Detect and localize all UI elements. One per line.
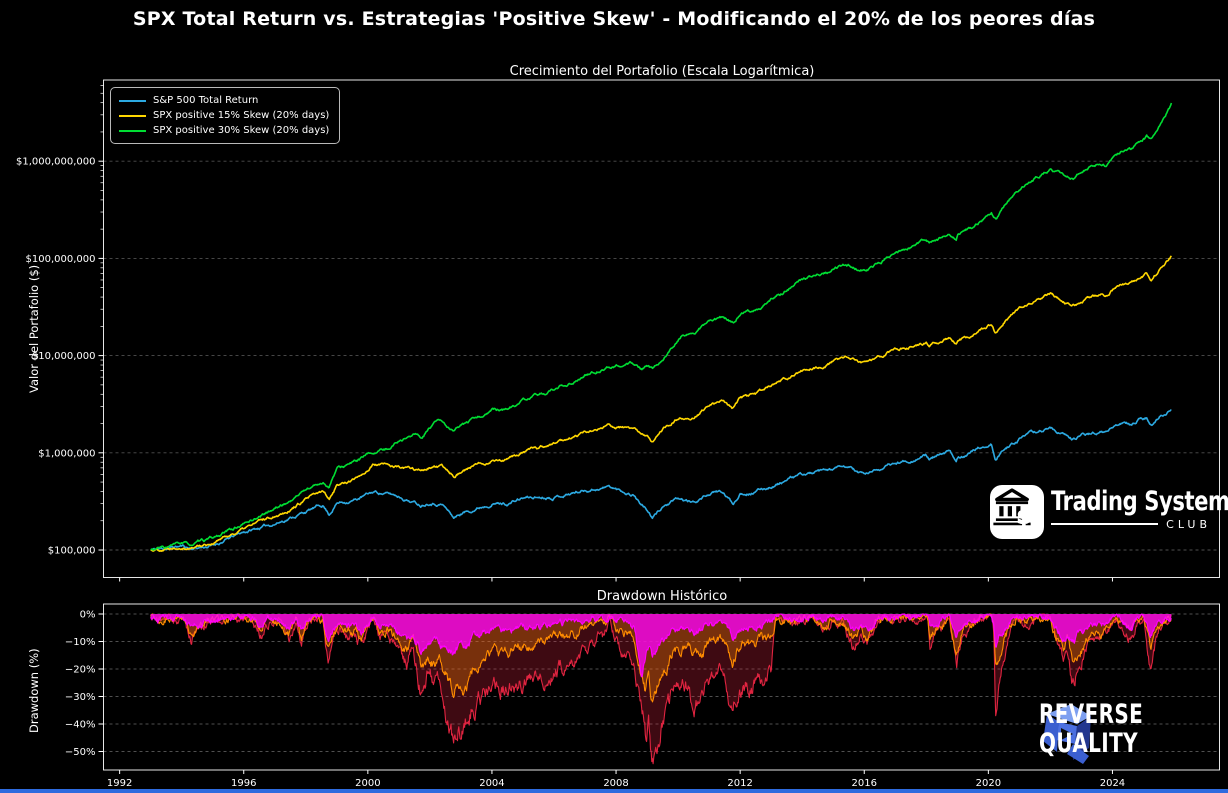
growth-chart-title: Crecimiento del Portafolio (Escala Logar… [509,64,815,79]
drawdown-line [150,613,1172,678]
x-tick-label: 2012 [727,778,752,789]
legend-item-skew15: SPX positive 15% Skew (20% days) [119,108,329,123]
series-line [150,102,1173,551]
reverse-text: REVERSE [1039,699,1144,730]
growth-y-tick-label: $1,000,000 [38,448,95,459]
drawdown-area [150,614,1172,764]
x-tick-label: 2000 [355,778,380,789]
series-line [150,255,1173,552]
quality-text: QUALITY [1039,728,1138,760]
folded-r-icon [1043,704,1091,764]
drawdown-y-tick-label: 0% [80,610,96,621]
growth-y-axis-label: Valor del Portafolio ($) [27,264,41,393]
x-tick-label: 1996 [231,778,256,789]
svg-text:$: $ [1017,507,1030,528]
legend-item-skew30: SPX positive 30% Skew (20% days) [119,123,329,138]
bottom-accent-bar [0,789,1228,793]
growth-y-axis: $1,000,000,000 $100,000,000 $10,000,000 $1,… [16,85,1113,582]
drawdown-chart-title: Drawdown Histórico [596,589,728,604]
drawdown-series [150,613,1172,765]
growth-y-tick-label: $100,000 [48,546,96,557]
growth-y-tick-label: $10,000,000 [32,351,96,362]
drawdown-line [150,613,1172,703]
sp500-line-swatch [119,99,146,102]
growth-y-tick-label: $100,000,000 [26,254,96,265]
series-line [150,409,1172,551]
trading-system-name: Trading System [1051,486,1228,517]
trading-system-logo-text: Trading System CLUB [1051,485,1228,531]
growth-y-tick-label: $1,000,000,000 [16,157,96,168]
drawdown-y-tick-label: −20% [65,665,96,676]
growth-series [150,102,1173,552]
x-tick-label: 2024 [1100,778,1125,789]
legend-item-sp500: S&P 500 Total Return [119,93,329,108]
legend-label-skew30: SPX positive 30% Skew (20% days) [153,125,330,136]
x-tick-label: 1992 [107,778,132,789]
drawdown-area [150,614,1172,677]
drawdown-y-tick-label: −30% [65,692,96,703]
legend-label-skew15: SPX positive 15% Skew (20% days) [153,110,330,121]
x-tick-label: 2004 [479,778,504,789]
reverse-quality-logo: REVERSE QUALITY [1033,700,1180,764]
growth-plot-frame [103,79,1220,578]
x-tick-label: 2008 [603,778,628,789]
skew30-line-swatch [119,129,146,132]
club-underline [1051,523,1159,526]
x-tick-label: 2016 [852,778,877,789]
skew15-line-swatch [119,114,146,117]
trading-system-club-row: CLUB [1051,518,1211,531]
drawdown-y-axis-label: Drawdown (%) [27,648,41,733]
trading-system-logo: $ Trading System CLUB [990,485,1228,539]
main-title: SPX Total Return vs. Estrategias 'Positi… [132,8,1096,30]
legend-label-sp500: S&P 500 Total Return [153,95,259,106]
drawdown-axes: 0% −10% −20% −30% −40% −50% 1992 1996 2000 2004 20… [65,610,1125,790]
trading-system-club-text: CLUB [1166,517,1211,531]
drawdown-y-tick-label: −50% [65,747,96,758]
drawdown-plot-frame [103,603,1220,771]
drawdown-y-tick-label: −40% [65,720,96,731]
growth-gridlines [103,160,1220,551]
reverse-quality-text: REVERSE QUALITY [1039,700,1143,758]
x-tick-label: 2020 [976,778,1001,789]
legend: S&P 500 Total Return SPX positive 15% Sk… [110,87,341,144]
bank-icon: $ [990,485,1044,539]
drawdown-y-tick-label: −10% [65,637,96,648]
